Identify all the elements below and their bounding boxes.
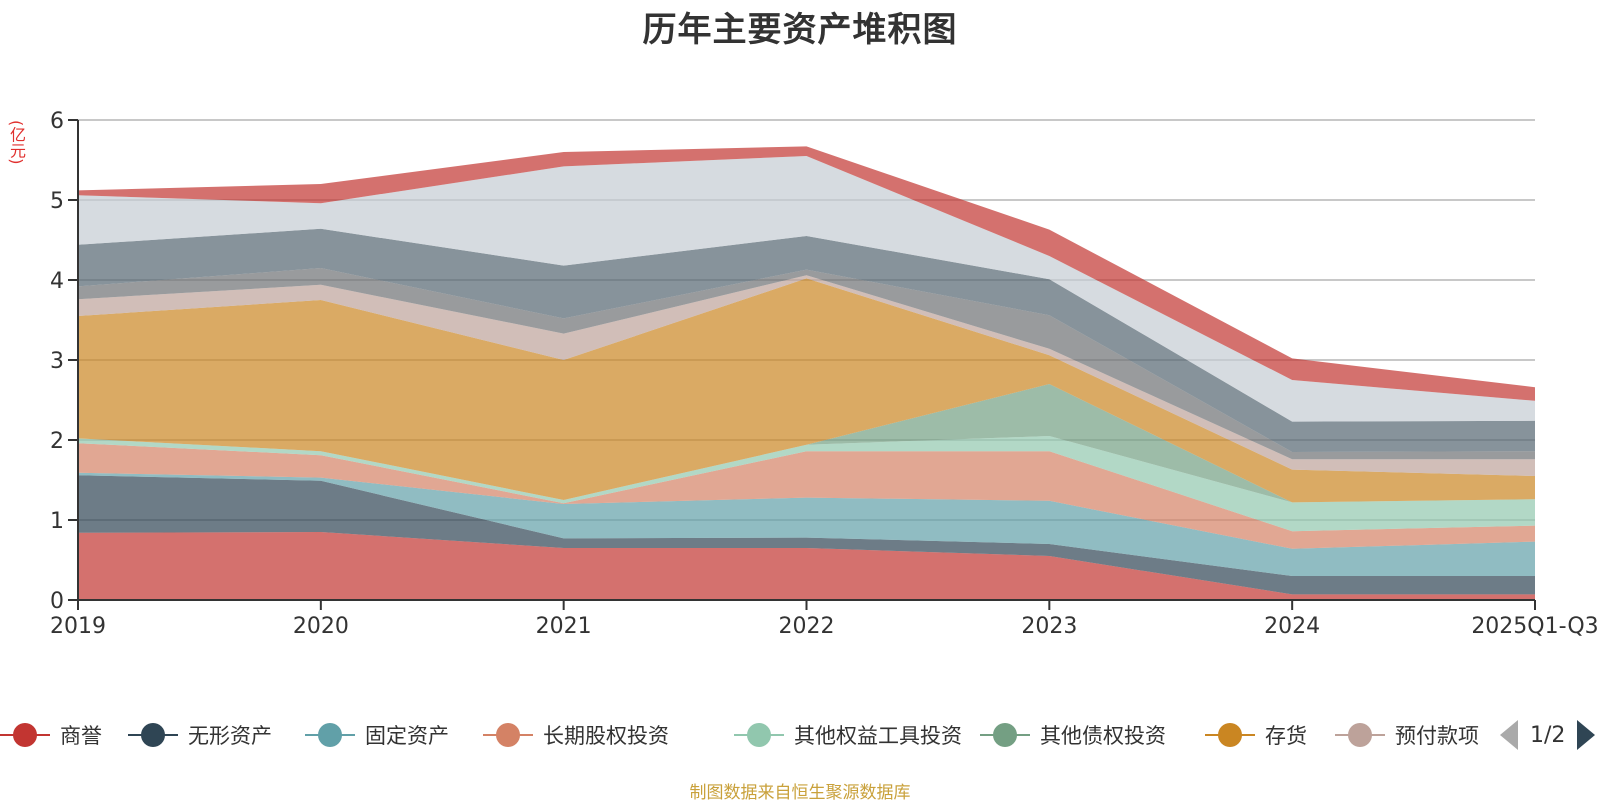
- legend-marker-icon: [734, 722, 784, 748]
- area-series-7[interactable]: [78, 275, 1535, 476]
- legend-item[interactable]: 其他债权投资: [980, 715, 1166, 755]
- legend-item[interactable]: 商誉: [0, 715, 102, 755]
- area-series-6[interactable]: [78, 278, 1535, 503]
- legend-label: 无形资产: [188, 724, 272, 748]
- x-tick-label: 2020: [293, 614, 349, 639]
- x-tick-label: 2023: [1021, 614, 1077, 639]
- legend-item[interactable]: 预付款项: [1335, 715, 1485, 755]
- x-tick-label: 2025Q1-Q3: [1471, 614, 1598, 639]
- legend-next-page-icon[interactable]: [1577, 720, 1596, 750]
- x-tick-label: 2021: [536, 614, 592, 639]
- y-tick-label: 6: [50, 109, 64, 134]
- legend-label: 固定资产: [365, 724, 449, 748]
- x-tick-label: 2022: [779, 614, 835, 639]
- legend-label: 预付款项: [1395, 724, 1479, 748]
- legend-marker-icon: [1205, 722, 1255, 748]
- y-axis-unit: (亿元): [7, 120, 26, 165]
- legend-marker-icon: [1335, 722, 1385, 748]
- legend-marker-icon: [483, 722, 533, 748]
- legend: 商誉 无形资产 固定资产 长期股权投资 其他权益工具投资 其他债权投资 存货 预付款项: [0, 715, 1600, 755]
- legend-label: 长期股权投资: [543, 724, 669, 748]
- legend-label: 其他债权投资: [1040, 724, 1166, 748]
- area-series-8[interactable]: [78, 268, 1535, 460]
- area-series-2[interactable]: [78, 472, 1535, 576]
- y-tick-label: 3: [50, 349, 64, 374]
- legend-label: 存货: [1265, 724, 1307, 748]
- y-tick-label: 4: [50, 269, 64, 294]
- legend-item[interactable]: 存货: [1205, 715, 1307, 755]
- area-series-10[interactable]: [78, 156, 1535, 422]
- legend-prev-page-icon[interactable]: [1500, 720, 1518, 750]
- legend-marker-icon: [980, 722, 1030, 748]
- legend-item[interactable]: 固定资产: [305, 715, 449, 755]
- chart-plot: 0 1 2 3 4 5 6 2019 2020 2021 2022 2023 2024 2025Q1-Q3: [50, 109, 1599, 639]
- y-tick-label: 2: [50, 429, 64, 454]
- legend-label: 其他权益工具投资: [794, 724, 962, 748]
- legend-page-indicator: 1/2: [1530, 722, 1566, 748]
- data-source-note: 制图数据来自恒生聚源数据库: [689, 783, 911, 803]
- legend-label: 商誉: [60, 724, 102, 748]
- chart-title: 历年主要资产堆积图: [642, 10, 958, 50]
- legend-item[interactable]: 无形资产: [128, 715, 272, 755]
- stacked-areas: [78, 146, 1535, 600]
- area-series-3[interactable]: [78, 443, 1535, 549]
- x-tick-label: 2024: [1264, 614, 1320, 639]
- legend-pager: 1/2: [1500, 715, 1596, 755]
- legend-item[interactable]: 其他权益工具投资: [734, 715, 962, 755]
- area-series-1[interactable]: [78, 475, 1535, 595]
- area-series-4[interactable]: [78, 436, 1535, 532]
- x-tick-label: 2019: [50, 614, 106, 639]
- legend-item[interactable]: 长期股权投资: [483, 715, 669, 755]
- area-series-0[interactable]: [78, 532, 1535, 600]
- area-series-11[interactable]: [78, 146, 1535, 401]
- legend-marker-icon: [128, 722, 178, 748]
- axes: 0 1 2 3 4 5 6 2019 2020 2021 2022 2023 2024 2025Q1-Q3: [50, 109, 1599, 639]
- y-tick-label: 1: [50, 509, 64, 534]
- y-tick-label: 0: [50, 589, 64, 614]
- legend-marker-icon: [0, 722, 50, 748]
- legend-marker-icon: [305, 722, 355, 748]
- area-series-9[interactable]: [78, 228, 1535, 452]
- y-tick-label: 5: [50, 189, 64, 214]
